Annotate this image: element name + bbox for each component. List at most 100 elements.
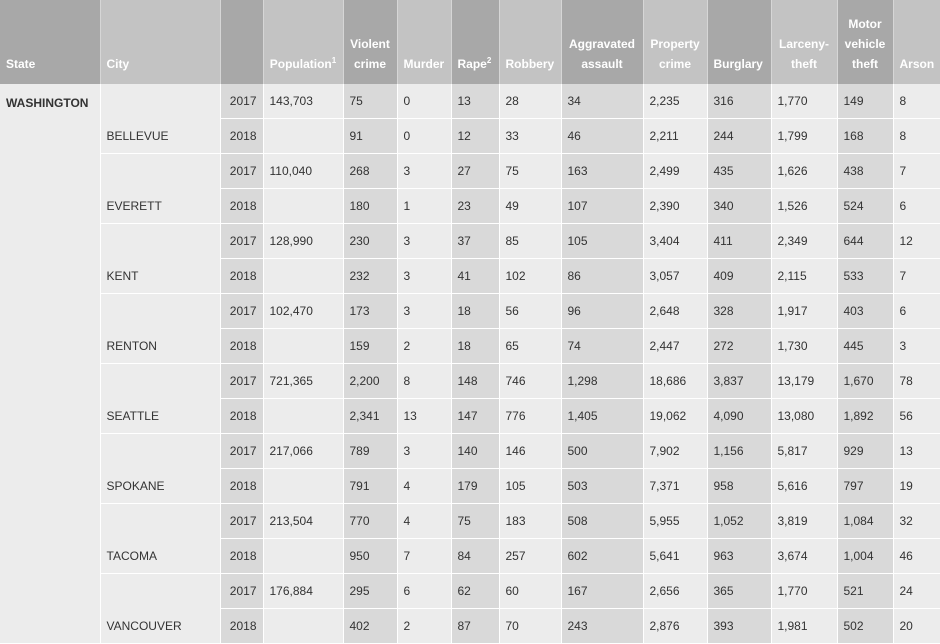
header-arson: Arson — [893, 0, 940, 84]
violent-crime-cell: 75 — [343, 84, 398, 119]
arson-cell: 32 — [893, 503, 940, 539]
murder-cell: 0 — [397, 84, 452, 119]
motor-vehicle-theft-cell: 1,084 — [837, 503, 894, 539]
aggravated-assault-cell: 107 — [561, 188, 644, 224]
rape-cell: 41 — [451, 258, 500, 294]
robbery-cell: 105 — [499, 468, 562, 504]
motor-vehicle-theft-cell: 1,004 — [837, 538, 894, 574]
arson-cell: 8 — [893, 84, 940, 119]
aggravated-assault-cell: 86 — [561, 258, 644, 294]
burglary-cell: 365 — [707, 573, 772, 609]
robbery-cell: 65 — [499, 328, 562, 364]
murder-cell: 4 — [397, 468, 452, 504]
violent-crime-cell: 789 — [343, 433, 398, 469]
year-cell: 2018 — [220, 188, 264, 224]
robbery-cell: 56 — [499, 293, 562, 329]
violent-crime-cell: 791 — [343, 468, 398, 504]
burglary-cell: 411 — [707, 223, 772, 259]
population-cell — [263, 328, 344, 364]
table-row: 2018 232 3 41 102 86 3,057 409 2,115 533 7 — [0, 258, 940, 294]
motor-vehicle-theft-cell: 149 — [837, 84, 894, 119]
property-crime-cell: 2,876 — [643, 608, 708, 644]
year-cell: 2018 — [220, 538, 264, 574]
header-aggravated-assault: Aggravated assault — [561, 0, 644, 84]
arson-cell: 3 — [893, 328, 940, 364]
motor-vehicle-theft-cell: 929 — [837, 433, 894, 469]
violent-crime-cell: 2,341 — [343, 398, 398, 434]
property-crime-cell: 7,902 — [643, 433, 708, 469]
property-crime-cell: 3,057 — [643, 258, 708, 294]
table-row: 2018 180 1 23 49 107 2,390 340 1,526 524 6 — [0, 188, 940, 224]
motor-vehicle-theft-cell: 168 — [837, 118, 894, 154]
aggravated-assault-cell: 602 — [561, 538, 644, 574]
robbery-cell: 33 — [499, 118, 562, 154]
arson-cell: 12 — [893, 223, 940, 259]
header-burglary: Burglary — [707, 0, 772, 84]
robbery-cell: 28 — [499, 84, 562, 119]
table-row: 2018 91 0 12 33 46 2,211 244 1,799 168 8 — [0, 118, 940, 154]
population-cell: 217,066 — [263, 433, 344, 469]
aggravated-assault-cell: 163 — [561, 153, 644, 189]
arson-cell: 8 — [893, 118, 940, 154]
motor-vehicle-theft-cell: 524 — [837, 188, 894, 224]
table-row: RENTON 2017 102,470 173 3 18 56 96 2,648 328 1,917… — [0, 293, 940, 364]
year-cell: 2018 — [220, 398, 264, 434]
header-year — [220, 0, 264, 84]
motor-vehicle-theft-cell: 521 — [837, 573, 894, 609]
property-crime-cell: 5,641 — [643, 538, 708, 574]
year-cell: 2017 — [220, 503, 264, 539]
violent-crime-cell: 232 — [343, 258, 398, 294]
violent-crime-cell: 402 — [343, 608, 398, 644]
burglary-cell: 435 — [707, 153, 772, 189]
population-cell: 143,703 — [263, 84, 344, 119]
larceny-theft-cell: 2,349 — [771, 223, 838, 259]
table-row: 2018 159 2 18 65 74 2,447 272 1,730 445 3 — [0, 328, 940, 364]
arson-cell: 56 — [893, 398, 940, 434]
state-cell: WASHINGTON — [0, 84, 101, 644]
murder-cell: 1 — [397, 188, 452, 224]
larceny-theft-cell: 13,179 — [771, 363, 838, 399]
arson-cell: 6 — [893, 188, 940, 224]
property-crime-cell: 18,686 — [643, 363, 708, 399]
rape-cell: 148 — [451, 363, 500, 399]
year-cell: 2018 — [220, 328, 264, 364]
murder-cell: 3 — [397, 223, 452, 259]
year-cell: 2018 — [220, 118, 264, 154]
larceny-theft-cell: 1,730 — [771, 328, 838, 364]
header-city: City — [100, 0, 221, 84]
year-cell: 2018 — [220, 468, 264, 504]
city-cell: BELLEVUE — [100, 84, 221, 154]
rape-cell: 37 — [451, 223, 500, 259]
arson-cell: 7 — [893, 153, 940, 189]
larceny-theft-cell: 1,770 — [771, 84, 838, 119]
header-violent-crime: Violent crime — [343, 0, 398, 84]
arson-cell: 13 — [893, 433, 940, 469]
aggravated-assault-cell: 96 — [561, 293, 644, 329]
arson-cell: 78 — [893, 363, 940, 399]
population-cell — [263, 468, 344, 504]
burglary-cell: 4,090 — [707, 398, 772, 434]
burglary-cell: 316 — [707, 84, 772, 119]
population-cell — [263, 398, 344, 434]
larceny-theft-cell: 5,817 — [771, 433, 838, 469]
violent-crime-cell: 159 — [343, 328, 398, 364]
burglary-cell: 3,837 — [707, 363, 772, 399]
table-row: 2018 402 2 87 70 243 2,876 393 1,981 502 20 — [0, 608, 940, 644]
rape-cell: 13 — [451, 84, 500, 119]
robbery-cell: 102 — [499, 258, 562, 294]
larceny-theft-cell: 1,626 — [771, 153, 838, 189]
aggravated-assault-cell: 167 — [561, 573, 644, 609]
burglary-cell: 272 — [707, 328, 772, 364]
larceny-theft-cell: 3,674 — [771, 538, 838, 574]
larceny-theft-cell: 3,819 — [771, 503, 838, 539]
larceny-theft-cell: 1,981 — [771, 608, 838, 644]
arson-cell: 7 — [893, 258, 940, 294]
burglary-cell: 328 — [707, 293, 772, 329]
rape-cell: 27 — [451, 153, 500, 189]
burglary-cell: 409 — [707, 258, 772, 294]
rape-cell: 147 — [451, 398, 500, 434]
larceny-theft-cell: 1,526 — [771, 188, 838, 224]
city-cell: TACOMA — [100, 503, 221, 574]
rape-cell: 179 — [451, 468, 500, 504]
